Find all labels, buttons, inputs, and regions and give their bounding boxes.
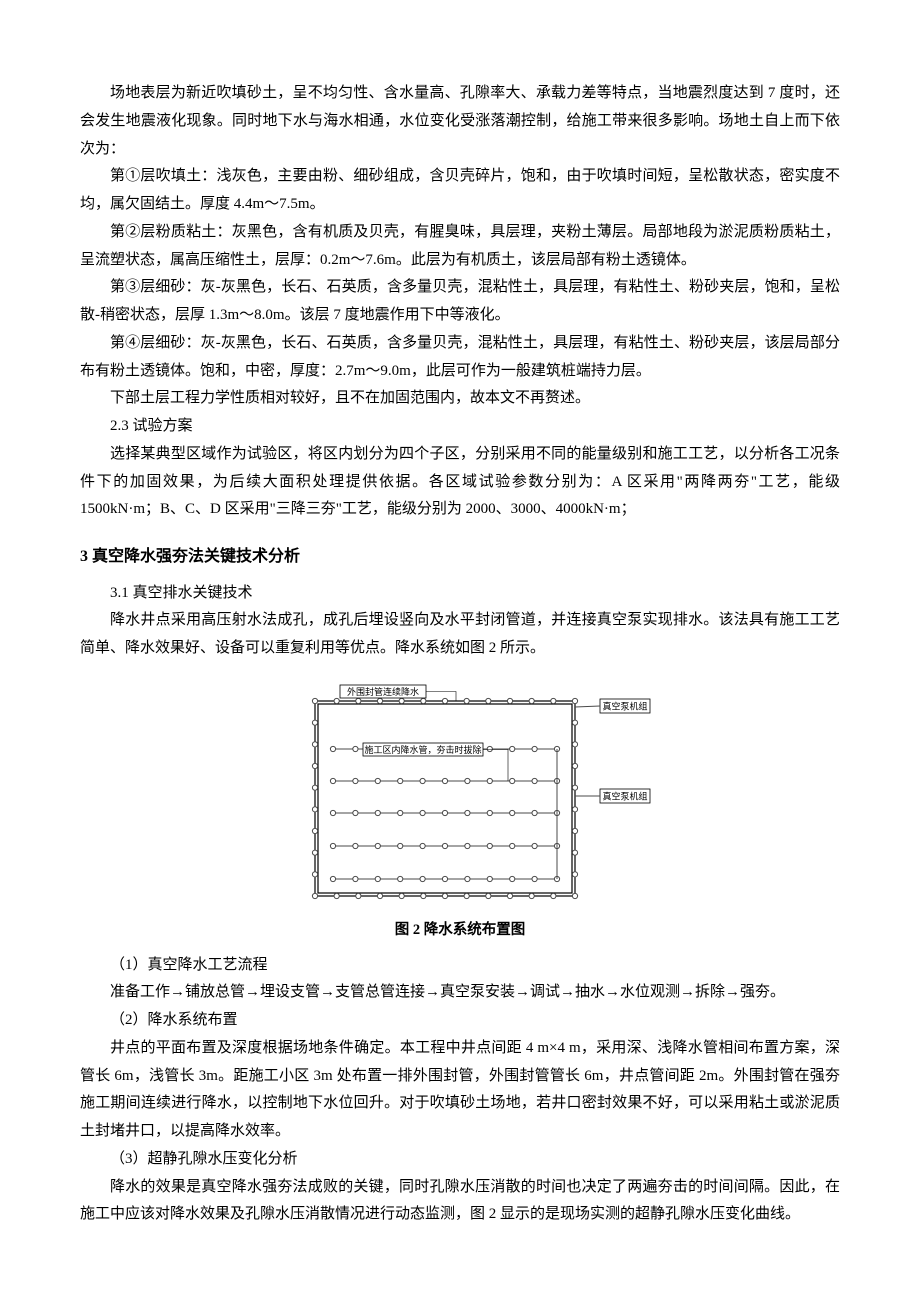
- figure-2-container: 真空泵机组真空泵机组外围封管连续降水施工区内降水管，夯击时拔除 图 2 降水系统…: [80, 681, 840, 944]
- section-3-heading: 3 真空降水强夯法关键技术分析: [80, 542, 840, 572]
- figure-2-caption: 图 2 降水系统布置图: [395, 917, 526, 944]
- item-1-body: 准备工作→铺放总管→埋设支管→支管总管连接→真空泵安装→调试→抽水→水位观测→拆…: [80, 979, 840, 1007]
- lower-layers-note: 下部土层工程力学性质相对较好，且不在加固范围内，故本文不再赘述。: [80, 385, 840, 413]
- svg-text:真空泵机组: 真空泵机组: [602, 700, 647, 711]
- item-2-title: （2）降水系统布置: [80, 1007, 840, 1035]
- svg-text:施工区内降水管，夯击时拔除: 施工区内降水管，夯击时拔除: [364, 744, 481, 755]
- layer-1: 第①层吹填土：浅灰色，主要由粉、细砂组成，含贝壳碎片，饱和，由于吹填时间短，呈松…: [80, 163, 840, 219]
- layer-4: 第④层细砂：灰-灰黑色，长石、石英质，含多量贝壳，混粘性土，具层理，有粘性土、粉…: [80, 330, 840, 386]
- section-3-1-title: 3.1 真空排水关键技术: [80, 580, 840, 608]
- section-3-1-body: 降水井点采用高压射水法成孔，成孔后埋设竖向及水平封闭管道，并连接真空泵实现排水。…: [80, 607, 840, 663]
- layer-3: 第③层细砂：灰-灰黑色，长石、石英质，含多量贝壳，混粘性土，具层理，有粘性土、粉…: [80, 274, 840, 330]
- item-3-body: 降水的效果是真空降水强夯法成败的关键，同时孔隙水压消散的时间也决定了两遍夯击的时…: [80, 1174, 840, 1230]
- item-1-title: （1）真空降水工艺流程: [80, 952, 840, 980]
- figure-2-diagram: 真空泵机组真空泵机组外围封管连续降水施工区内降水管，夯击时拔除: [255, 681, 665, 911]
- section-2-3-body: 选择某典型区域作为试验区，将区内划分为四个子区，分别采用不同的能量级别和施工工艺…: [80, 441, 840, 524]
- intro-paragraph: 场地表层为新近吹填砂土，呈不均匀性、含水量高、孔隙率大、承载力差等特点，当地震烈…: [80, 80, 840, 163]
- item-3-title: （3）超静孔隙水压变化分析: [80, 1146, 840, 1174]
- svg-text:真空泵机组: 真空泵机组: [602, 790, 647, 801]
- layer-2: 第②层粉质粘土：灰黑色，含有机质及贝壳，有腥臭味，具层理，夹粉土薄层。局部地段为…: [80, 219, 840, 275]
- item-2-body: 井点的平面布置及深度根据场地条件确定。本工程中井点间距 4 m×4 m，采用深、…: [80, 1035, 840, 1146]
- section-2-3-title: 2.3 试验方案: [80, 413, 840, 441]
- svg-text:外围封管连续降水: 外围封管连续降水: [347, 686, 419, 697]
